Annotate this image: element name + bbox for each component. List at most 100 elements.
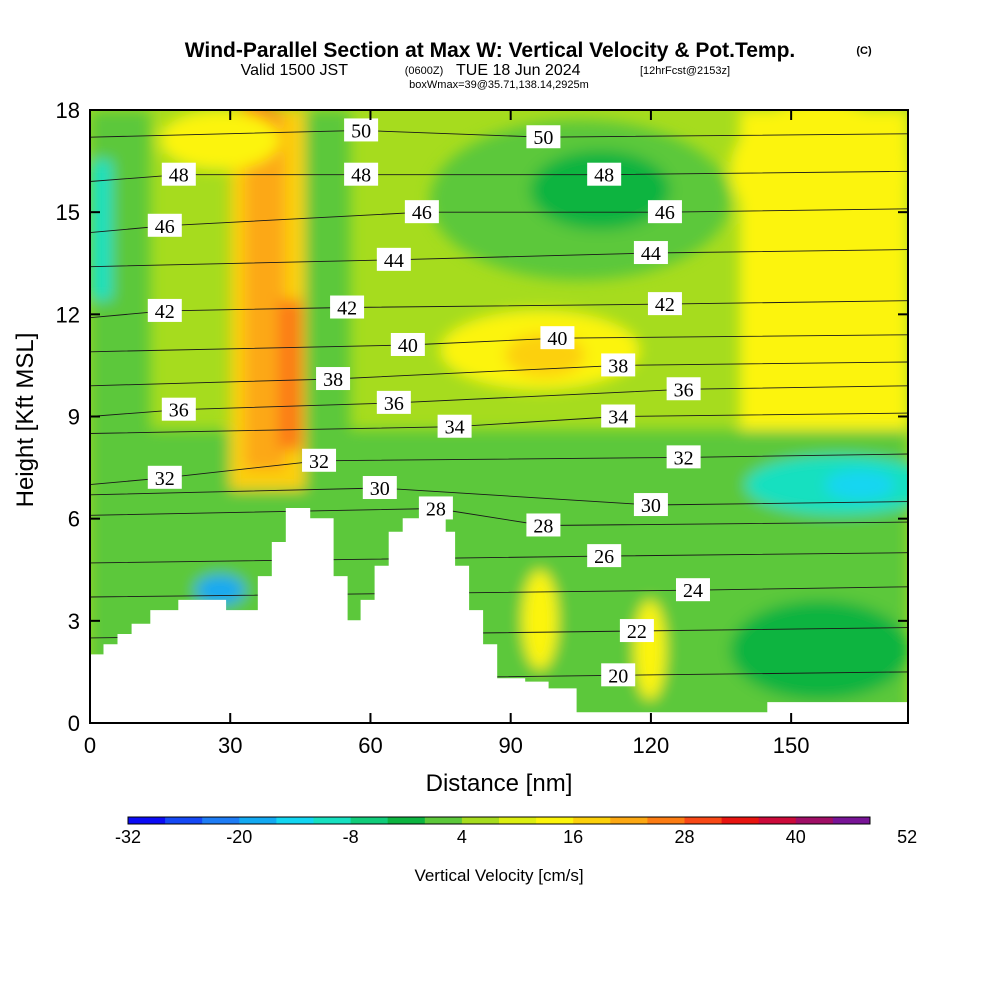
contour-label-box xyxy=(675,578,710,602)
contour-label: 46 xyxy=(655,202,675,224)
colorbar-swatch xyxy=(128,817,166,824)
contour-label: 28 xyxy=(426,498,446,520)
contour-label-box xyxy=(633,493,668,517)
valid-date: TUE 18 Jun 2024 xyxy=(456,62,581,79)
contour-label: 42 xyxy=(337,298,357,320)
colorbar-tick-label: 40 xyxy=(786,827,806,847)
contour-label: 30 xyxy=(641,495,661,517)
contour-label: 44 xyxy=(641,243,661,265)
colorbar-swatch xyxy=(202,817,240,824)
colorbar-label: Vertical Velocity [cm/s] xyxy=(414,866,583,885)
contour-label: 40 xyxy=(547,328,567,350)
colorbar-swatch xyxy=(461,817,500,824)
colorbar-swatch xyxy=(424,817,463,824)
colorbar-swatch xyxy=(499,817,537,824)
contour-label: 42 xyxy=(155,301,175,323)
contour-label: 40 xyxy=(398,335,418,357)
contour-label-box xyxy=(147,298,182,322)
terrain-profile xyxy=(89,508,909,724)
contour-label: 48 xyxy=(594,165,614,187)
contour-label: 24 xyxy=(683,580,703,602)
contour-label-box xyxy=(437,414,472,438)
contour-label-box xyxy=(147,465,182,489)
isentrope-line xyxy=(90,129,908,138)
contour-label: 38 xyxy=(608,355,628,377)
colorbar-tick-label: -32 xyxy=(115,827,141,847)
field-cyan-left xyxy=(90,160,112,300)
colorbar-swatch xyxy=(165,817,203,824)
colorbar-swatch xyxy=(350,817,389,824)
colorbar-tick-label: 28 xyxy=(674,827,694,847)
contour-label: 38 xyxy=(323,369,343,391)
colorbar-swatch xyxy=(758,817,797,824)
field-yellow-right-upper xyxy=(730,110,908,240)
forecast-info: [12hrFcst@2153z] xyxy=(640,65,730,77)
colorbar-swatch xyxy=(573,817,611,824)
x-tick-label: 120 xyxy=(633,733,670,758)
x-tick-label: 0 xyxy=(84,733,96,758)
contour-label-box xyxy=(526,513,561,537)
colorbar-swatch xyxy=(536,817,574,824)
y-tick-label: 3 xyxy=(68,609,80,634)
contour-label-box xyxy=(390,332,425,356)
contour-label-box xyxy=(376,247,411,271)
x-tick-label: 150 xyxy=(773,733,810,758)
colorbar-frame xyxy=(127,816,871,825)
y-tick-label: 9 xyxy=(68,405,80,430)
contour-label: 46 xyxy=(412,202,432,224)
contour-label: 48 xyxy=(169,165,189,187)
contour-label-box xyxy=(161,397,196,421)
contour-labels: 50 50 48 48 48 46 46 46 44 44 42 42 42 40 40 38 38 36 36 36… xyxy=(147,118,710,687)
isentrope-line xyxy=(90,487,908,506)
contour-label-box xyxy=(587,162,622,186)
contour-label-box xyxy=(647,292,682,316)
copyright-mark: (C) xyxy=(856,45,872,57)
colorbar: -32 -20 -8 4 16 28 40 52 xyxy=(115,816,917,847)
contour-label: 50 xyxy=(351,120,371,142)
contour-label-box xyxy=(344,162,379,186)
y-tick-label: 15 xyxy=(56,200,80,225)
contour-label: 30 xyxy=(370,478,390,500)
colorbar-swatch xyxy=(832,817,871,824)
valid-zulu: (0600Z) xyxy=(405,65,444,77)
y-tick-label: 18 xyxy=(56,98,80,123)
y-tick-label: 12 xyxy=(56,302,80,327)
contour-label-box xyxy=(161,162,196,186)
colorbar-tick-label: -20 xyxy=(226,827,252,847)
colorbar-swatch xyxy=(647,817,685,824)
colorbar-swatch xyxy=(721,817,760,824)
y-axis-label: Height [Kft MSL] xyxy=(12,333,39,508)
contour-label-box xyxy=(666,377,701,401)
x-tick-label: 30 xyxy=(218,733,242,758)
contour-label-box xyxy=(540,326,575,350)
colorbar-tick-label: 16 xyxy=(563,827,583,847)
field-yellow-upper xyxy=(160,110,280,170)
contour-label-box xyxy=(344,118,379,142)
contour-label: 32 xyxy=(309,451,329,473)
x-tick-label: 90 xyxy=(498,733,522,758)
colorbar-swatch xyxy=(795,817,834,824)
field-darkgreen-low xyxy=(730,600,908,700)
contour-label: 48 xyxy=(351,165,371,187)
colorbar-tick-label: 4 xyxy=(457,827,467,847)
colorbar-swatch xyxy=(610,817,648,824)
contour-label-box xyxy=(647,200,682,224)
x-tick-label: 60 xyxy=(358,733,382,758)
isentrope-line xyxy=(90,508,908,526)
colorbar-tick-label: -8 xyxy=(343,827,359,847)
contour-label: 36 xyxy=(169,400,189,422)
isentrope-line xyxy=(90,412,908,434)
field-yellow-low-2 xyxy=(634,600,666,700)
colorbar-tick-label: 52 xyxy=(897,827,917,847)
contour-label-box xyxy=(147,213,182,237)
contour-label-box xyxy=(601,404,636,428)
x-axis-ticks: 0 30 60 90 120 150 xyxy=(84,110,810,758)
contour-label-box xyxy=(601,663,636,687)
contour-label-box xyxy=(633,241,668,265)
contour-label: 34 xyxy=(608,407,628,429)
contour-label: 50 xyxy=(533,127,553,149)
field-darkgreen-upper xyxy=(530,150,670,230)
contour-label: 28 xyxy=(533,515,553,537)
field-red-core xyxy=(278,300,302,450)
